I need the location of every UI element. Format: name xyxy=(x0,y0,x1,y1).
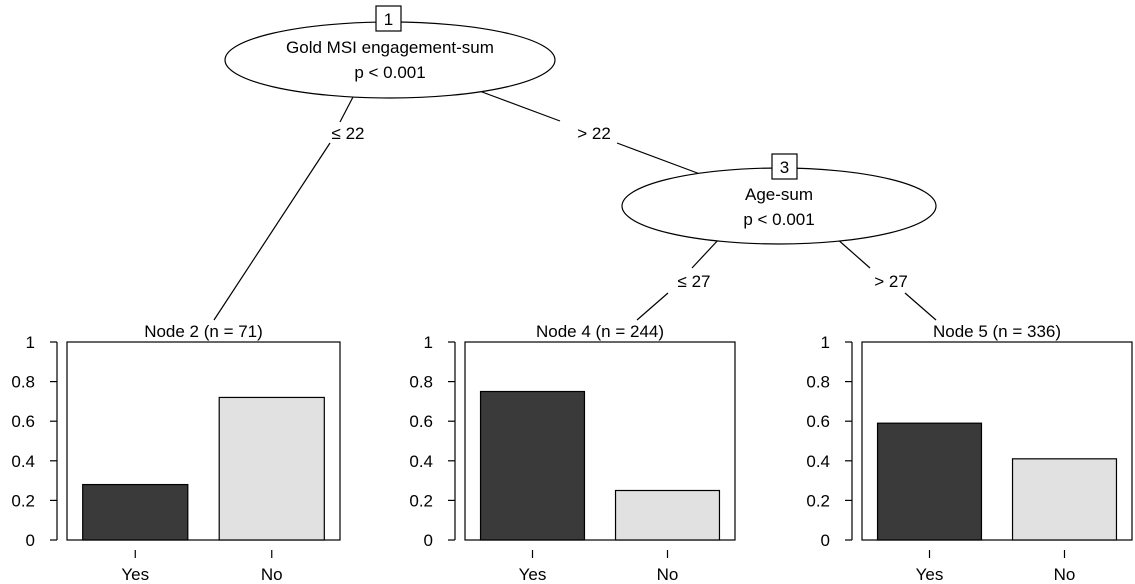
node-1-id: 1 xyxy=(384,10,393,29)
node-4-x-label-yes: Yes xyxy=(519,565,547,584)
node-5-x-label-no: No xyxy=(1054,565,1076,584)
edge-3-4-lower xyxy=(636,292,669,321)
node-4-bar-no xyxy=(614,489,721,541)
node-4-y-tick-label: 0.8 xyxy=(409,373,433,392)
node-2-bar-yes xyxy=(82,483,189,541)
node-2-x-label-yes: Yes xyxy=(121,565,149,584)
edge-3-5-upper xyxy=(835,237,871,269)
edge-1-3-upper xyxy=(473,88,561,122)
node-2-y-tick-label: 0 xyxy=(26,531,35,550)
node-5-title: Node 5 (n = 336) xyxy=(933,322,1061,341)
node-3-variable: Age-sum xyxy=(745,185,813,204)
edge-label-1-2: ≤ 22 xyxy=(332,124,365,143)
node-2-y-tick-label: 0.8 xyxy=(11,373,35,392)
inner-node-3: 3 Age-sum p < 0.001 xyxy=(621,153,937,245)
node-2-y-tick-label: 0.2 xyxy=(11,491,35,510)
edge-1-3-lower xyxy=(616,142,701,175)
node-3-pvalue: p < 0.001 xyxy=(743,210,814,229)
node-4-y-tick-label: 0.2 xyxy=(409,491,433,510)
node-4-bar-yes xyxy=(479,390,586,541)
node-4-y-tick-label: 1 xyxy=(424,333,433,352)
node-5-bar-yes xyxy=(876,422,983,541)
terminal-node-4-panel: Node 4 (n = 244) 0 0.2 0.4 0.6 0.8 1 Yes No xyxy=(409,322,736,584)
edge-label-3-5: > 27 xyxy=(874,272,908,291)
edge-1-2-upper xyxy=(339,96,354,123)
node-5-y-tick-label: 0.8 xyxy=(806,373,830,392)
node-5-y-tick-label: 1 xyxy=(821,333,830,352)
node-1-id-box xyxy=(375,5,402,32)
node-5-y-tick-label: 0 xyxy=(821,531,830,550)
node-5-y-tick-label: 0.6 xyxy=(806,412,830,431)
edge-3-5-lower xyxy=(904,292,937,321)
edge-label-1-3: > 22 xyxy=(577,124,611,143)
node-2-y-tick-label: 0.6 xyxy=(11,412,35,431)
node-4-y-tick-label: 0.6 xyxy=(409,412,433,431)
node-5-bar-no xyxy=(1011,458,1118,541)
terminal-node-2-panel: Node 2 (n = 71) 0 0.2 0.4 0.6 0.8 1 Yes No xyxy=(11,322,341,584)
node-5-y-tick-label: 0.4 xyxy=(806,452,830,471)
node-2-y-tick-label: 0.4 xyxy=(11,452,35,471)
node-5-x-label-yes: Yes xyxy=(916,565,944,584)
node-1-pvalue: p < 0.001 xyxy=(354,63,425,82)
node-2-y-tick-label: 1 xyxy=(26,333,35,352)
node-1-ellipse xyxy=(224,21,556,99)
node-5-y-tick-label: 0.2 xyxy=(806,491,830,510)
node-3-id-box xyxy=(771,153,798,180)
node-2-bar-no xyxy=(218,396,325,541)
node-2-x-label-no: No xyxy=(261,565,283,584)
edge-1-2-lower xyxy=(213,142,331,321)
edges xyxy=(213,88,937,321)
node-4-y-tick-label: 0 xyxy=(424,531,433,550)
terminal-node-5-panel: Node 5 (n = 336) 0 0.2 0.4 0.6 0.8 1 Yes No xyxy=(806,322,1133,584)
edge-label-3-4: ≤ 27 xyxy=(678,272,711,291)
node-4-y-tick-label: 0.4 xyxy=(409,452,433,471)
node-1-variable: Gold MSI engagement-sum xyxy=(286,38,494,57)
node-2-title: Node 2 (n = 71) xyxy=(144,322,263,341)
node-4-x-label-no: No xyxy=(657,565,679,584)
node-4-title: Node 4 (n = 244) xyxy=(536,322,664,341)
inner-node-1: 1 Gold MSI engagement-sum p < 0.001 xyxy=(224,5,556,99)
node-3-id: 3 xyxy=(780,158,789,177)
edge-3-4-upper xyxy=(691,237,721,269)
